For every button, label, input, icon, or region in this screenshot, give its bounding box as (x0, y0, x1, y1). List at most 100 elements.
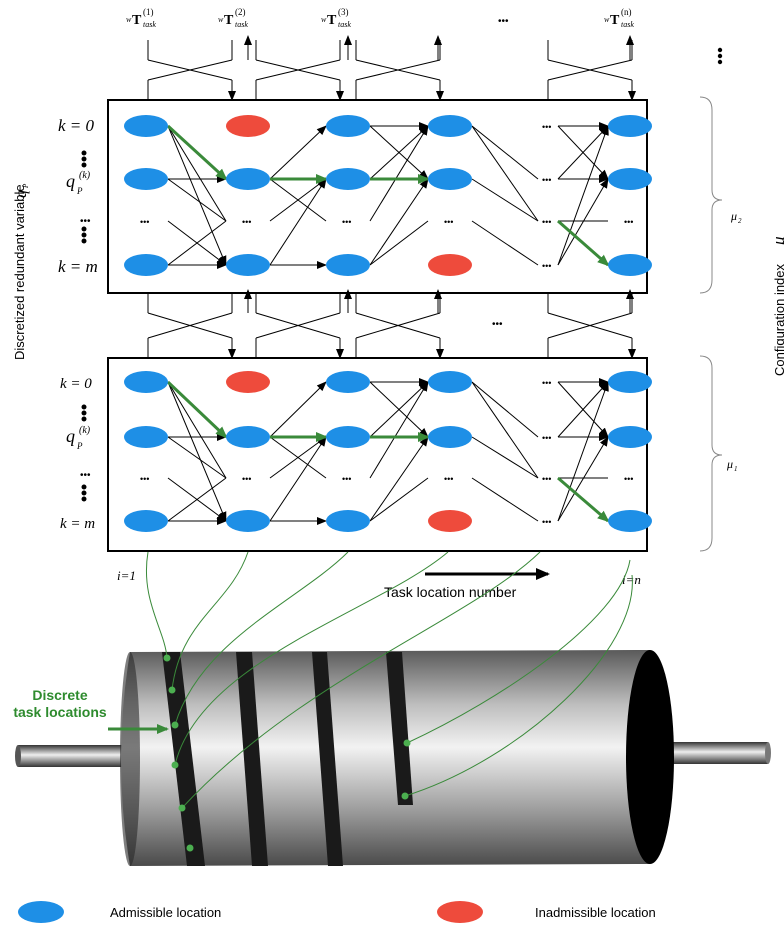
lower-panel-frame (107, 357, 648, 552)
graph-edge (167, 436, 227, 479)
svg-text:task: task (143, 20, 156, 29)
svg-text:task: task (621, 20, 634, 29)
task-location-curve (146, 551, 168, 659)
ellipsis: ••• (542, 261, 551, 271)
graph-edge (269, 178, 327, 222)
svg-text:task: task (235, 20, 248, 29)
admissible-node (326, 510, 370, 532)
admissible-node (608, 254, 652, 276)
graph-edge (471, 436, 539, 479)
svg-text:w: w (321, 15, 327, 24)
admissible-node (326, 115, 370, 137)
admissible-node (226, 168, 270, 190)
discrete-label-line2: task locations (13, 704, 107, 720)
graph-edge (369, 381, 429, 479)
ellipsis: ••• (542, 175, 551, 185)
task-location-point (186, 844, 194, 852)
task-location-points (163, 654, 411, 852)
optimal-path-edge (166, 124, 228, 181)
task-location-point (171, 761, 179, 769)
ellipsis: ••• (444, 474, 453, 484)
ellipsis: ••• (542, 474, 551, 484)
vertical-ellipsis-icon (81, 150, 87, 168)
admissible-node (608, 168, 652, 190)
admissible-node (428, 426, 472, 448)
svg-text:T: T (610, 13, 620, 28)
graph-edge (557, 178, 609, 266)
graph-edges (167, 122, 609, 525)
graph-edge (471, 381, 539, 438)
svg-text:(3): (3) (338, 7, 349, 17)
graph-edge (471, 477, 539, 522)
svg-text:w: w (604, 15, 610, 24)
graph-edge (167, 125, 227, 222)
vertical-ellipsis-icon (81, 404, 87, 422)
task-frame-ellipsis: ••• (498, 16, 509, 27)
task-frame-labels: w T (1) task w T (2) task w T (3) task •… (126, 7, 634, 29)
ellipsis: ••• (444, 217, 453, 227)
svg-text:T: T (224, 13, 234, 28)
drum-workpiece (15, 650, 771, 866)
admissible-node (124, 426, 168, 448)
inadmissible-node (226, 115, 270, 137)
svg-text:(k): (k) (79, 170, 91, 181)
inadmissible-node (428, 510, 472, 532)
admissible-node (608, 115, 652, 137)
svg-text:w: w (218, 15, 224, 24)
task-location-curve (174, 551, 349, 726)
svg-text:w: w (126, 15, 132, 24)
admissible-node (326, 254, 370, 276)
svg-text:T: T (327, 13, 337, 28)
legend-inadmissible-swatch (437, 901, 483, 923)
admissible-node (124, 510, 168, 532)
i-start-label: i=1 (117, 568, 136, 583)
graph-edge (269, 436, 327, 479)
task-axis-label: Task location number (384, 584, 517, 600)
ellipsis: ••• (542, 433, 551, 443)
admissible-node (428, 371, 472, 393)
graph-edge (557, 436, 609, 522)
svg-text:Configuration index: Configuration index (772, 263, 784, 376)
configuration-crossings (147, 35, 636, 359)
graph-edge (269, 381, 327, 438)
crossing-line (255, 59, 341, 81)
admissible-node (608, 371, 652, 393)
svg-text:(1): (1) (143, 7, 154, 17)
task-location-point (168, 686, 176, 694)
admissible-node (124, 371, 168, 393)
ellipsis: ••• (342, 217, 351, 227)
graph-edge (167, 125, 227, 266)
ellipsis: ••• (542, 378, 551, 388)
graph-edge (269, 125, 327, 180)
ellipsis: ••• (242, 474, 251, 484)
crossing-line (147, 59, 233, 81)
ellipsis: ••• (140, 474, 149, 484)
lower-panel-brace (699, 355, 723, 552)
optimal-path-edge (166, 380, 228, 439)
graph-edge (167, 381, 227, 479)
ellipsis: ••• (624, 217, 633, 227)
admissible-node (326, 426, 370, 448)
task-frame-label-n: w T (n) task (604, 7, 634, 29)
inadmissible-node (226, 371, 270, 393)
svg-text:P: P (76, 186, 83, 196)
crossing-line (547, 59, 633, 81)
admissible-node (326, 168, 370, 190)
graph-edge (167, 178, 227, 222)
mu2-label: μ (730, 209, 737, 223)
graph-edge (369, 220, 429, 266)
admissible-node (326, 371, 370, 393)
config-ellipsis-icon (717, 47, 723, 65)
right-shaft (650, 742, 768, 764)
left-axis-label: Discretized redundant variable q P (12, 183, 30, 360)
graph-edge (471, 125, 539, 222)
ellipsis: ••• (342, 474, 351, 484)
upper-row-labels: k = 0 q P (k) ••• k = m (58, 116, 98, 276)
task-location-point (403, 739, 411, 747)
task-location-curve (181, 551, 541, 809)
svg-text:•••: ••• (80, 216, 91, 227)
graph-edge (369, 125, 429, 222)
left-shaft (18, 745, 130, 767)
admissible-node (226, 426, 270, 448)
